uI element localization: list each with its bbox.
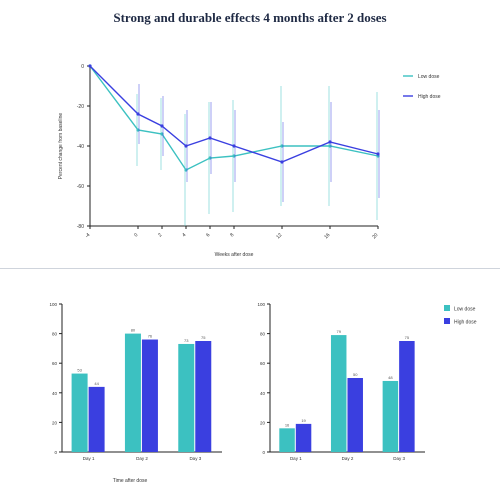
line-point [376, 152, 380, 156]
bar2-bar [279, 428, 295, 452]
bar2-data-label: 16 [285, 422, 290, 427]
line-point [88, 64, 92, 68]
bar1-data-label: 73 [184, 338, 189, 343]
line-x-axis-label: Weeks after dose [215, 252, 254, 258]
bar2-y-tick-label: 80 [260, 332, 266, 337]
bar1-data-label: 53 [77, 368, 82, 373]
bar2-bar [399, 341, 415, 452]
bar1-data-label: 44 [94, 381, 99, 386]
bar1-y-tick-label: 0 [54, 450, 57, 455]
bar2-x-tick-label: Day 3 [393, 456, 405, 461]
bar1-y-tick-label: 80 [52, 332, 58, 337]
bar2-data-label: 48 [388, 375, 393, 380]
bar1-y-tick-label: 40 [52, 391, 58, 396]
line-x-tick-label: 0 [133, 232, 139, 238]
bar2-y-tick-label: 100 [257, 302, 265, 307]
bottom-x-axis-label: Time after dose [113, 478, 148, 484]
line-y-tick-label: -60 [77, 184, 84, 190]
line-x-tick-label: -4 [84, 232, 92, 240]
bar2-y-tick-label: 0 [262, 450, 265, 455]
line-point [208, 136, 212, 140]
bar1-y-tick-label: 60 [52, 361, 58, 366]
bar2-x-tick-label: Day 1 [290, 456, 302, 461]
bar2-y-tick-label: 40 [260, 391, 266, 396]
line-x-tick-label: 2 [157, 232, 163, 238]
bar2-bar [347, 378, 363, 452]
bar2-bar [382, 380, 399, 452]
bar2-x-tick-label: Day 2 [342, 456, 354, 461]
bar-legend-swatch [444, 305, 450, 311]
bar1-data-label: 80 [131, 328, 136, 333]
line-point [280, 160, 284, 164]
chart-title: Strong and durable effects 4 months afte… [113, 10, 387, 25]
line-y-tick-label: -20 [77, 104, 84, 110]
line-x-tick-label: 16 [323, 232, 331, 240]
line-point [160, 124, 164, 128]
line-point [184, 144, 188, 148]
bar2-bar [295, 423, 312, 452]
bar1-x-tick-label: Day 1 [83, 456, 95, 461]
bar2-y-tick-label: 20 [260, 420, 266, 425]
line-series-low [89, 65, 379, 171]
line-y-tick-label: 0 [81, 64, 84, 70]
line-legend-label: High dose [418, 94, 441, 100]
bar-legend-swatch [444, 318, 450, 324]
line-x-tick-label: 4 [181, 232, 187, 238]
bar1-bar [71, 373, 88, 452]
line-y-axis-label: Percent change from baseline [58, 113, 64, 180]
bar1-bar [195, 341, 212, 452]
bar2-data-label: 19 [301, 418, 306, 423]
bar2-y-tick-label: 60 [260, 361, 266, 366]
line-x-tick-label: 8 [229, 232, 235, 238]
line-y-tick-label: -40 [77, 144, 84, 150]
line-y-tick-label: -80 [77, 224, 84, 230]
bar1-data-label: 76 [148, 334, 153, 339]
panel-divider [0, 268, 500, 269]
line-x-tick-label: 20 [371, 232, 379, 240]
line-point [232, 144, 236, 148]
line-legend-label: Low dose [418, 74, 440, 80]
bar-legend-label: High dose [454, 320, 477, 326]
bar1-y-tick-label: 100 [49, 302, 57, 307]
bar2-data-label: 50 [353, 372, 358, 377]
bar2-data-label: 79 [336, 329, 341, 334]
bar1-y-tick-label: 20 [52, 420, 58, 425]
bar2-bar [330, 335, 347, 452]
bar2-data-label: 75 [405, 335, 410, 340]
bar1-bar [124, 333, 141, 452]
line-point [136, 112, 140, 116]
bar1-x-tick-label: Day 2 [136, 456, 148, 461]
bar1-data-label: 75 [201, 335, 206, 340]
bar1-x-tick-label: Day 3 [189, 456, 201, 461]
line-x-tick-label: 12 [275, 232, 283, 240]
bar1-bar [178, 343, 195, 452]
bar-legend-label: Low dose [454, 307, 476, 313]
line-point [328, 140, 332, 144]
bar1-bar [141, 339, 158, 452]
line-x-tick-label: 6 [205, 232, 211, 238]
bar1-bar [88, 386, 105, 452]
